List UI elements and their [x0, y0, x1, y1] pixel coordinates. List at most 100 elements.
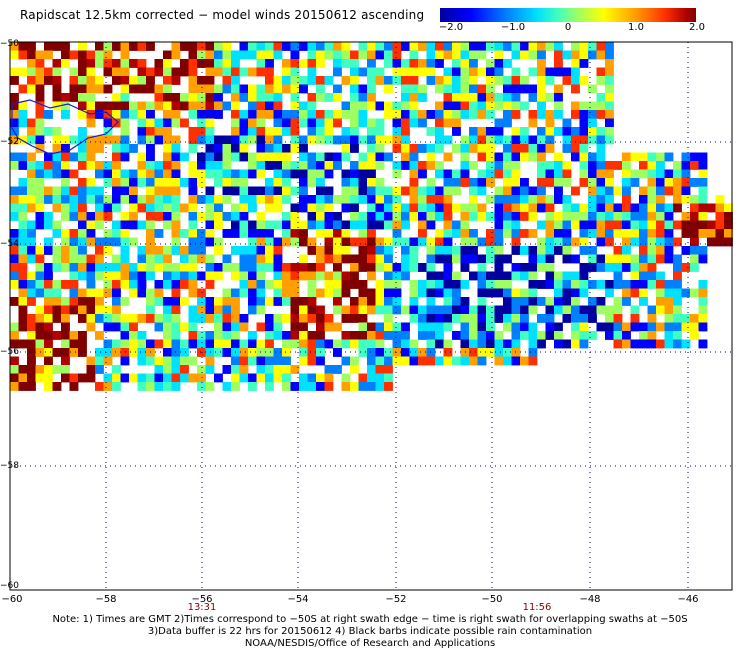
wind-cell — [426, 322, 436, 332]
wind-cell — [384, 365, 393, 374]
wind-cell — [384, 246, 393, 255]
wind-cell — [52, 331, 62, 340]
wind-cell — [698, 254, 708, 264]
wind-cell — [137, 152, 147, 162]
wind-cell — [384, 50, 393, 60]
wind-cell — [299, 144, 308, 153]
wind-cell — [324, 50, 334, 60]
wind-cell — [443, 314, 453, 323]
wind-cell — [10, 135, 19, 145]
wind-cell — [605, 118, 614, 128]
wind-cell — [469, 229, 478, 238]
wind-cell — [324, 203, 334, 213]
wind-cell — [316, 314, 325, 323]
wind-cell — [537, 263, 546, 272]
wind-cell — [112, 322, 121, 332]
wind-cell — [418, 59, 427, 68]
wind-cell — [528, 305, 538, 315]
wind-cell — [443, 288, 453, 298]
wind-cell — [231, 93, 240, 102]
wind-cell — [307, 382, 317, 391]
wind-cell — [494, 288, 504, 298]
wind-cell — [605, 76, 614, 85]
wind-cell — [231, 50, 240, 60]
wind-cell — [154, 118, 164, 128]
wind-cell — [639, 254, 648, 264]
wind-cell — [622, 178, 631, 187]
wind-cell — [239, 144, 249, 153]
wind-cell — [52, 76, 62, 85]
wind-cell — [61, 212, 70, 221]
wind-cell — [409, 178, 419, 187]
wind-cell — [341, 271, 351, 281]
wind-cell — [639, 237, 648, 247]
wind-cell — [197, 93, 206, 102]
wind-cell — [647, 271, 657, 281]
wind-cell — [435, 271, 444, 281]
wind-cell — [384, 203, 393, 213]
wind-cell — [95, 220, 104, 230]
wind-cell — [86, 144, 96, 153]
wind-cell — [86, 314, 96, 323]
wind-cell — [10, 110, 19, 119]
wind-cell — [154, 169, 164, 179]
wind-cell — [486, 237, 495, 247]
wind-cell — [78, 237, 87, 247]
wind-cell — [282, 152, 291, 162]
wind-cell — [392, 169, 402, 179]
wind-cell — [418, 84, 427, 94]
wind-cell — [163, 144, 172, 153]
wind-cell — [392, 127, 402, 136]
wind-cell — [146, 127, 155, 136]
wind-cell — [588, 42, 597, 51]
wind-cell — [350, 110, 359, 119]
wind-cell — [120, 263, 130, 272]
wind-cell — [154, 339, 164, 349]
wind-cell — [622, 288, 631, 298]
wind-cell — [545, 76, 555, 85]
wind-cell — [44, 169, 53, 179]
wind-cell — [571, 288, 580, 298]
wind-cell — [86, 297, 96, 306]
wind-cell — [384, 314, 393, 323]
wind-cell — [333, 271, 342, 281]
wind-cell — [418, 305, 427, 315]
wind-cell — [27, 67, 36, 77]
wind-cell — [409, 161, 419, 170]
wind-cell — [333, 229, 342, 238]
wind-cell — [299, 331, 308, 340]
wind-cell — [367, 348, 376, 357]
wind-cell — [214, 135, 223, 145]
wind-cell — [256, 152, 266, 162]
wind-cell — [307, 373, 317, 383]
wind-cell — [282, 339, 291, 349]
wind-cell — [367, 169, 376, 179]
wind-cell — [137, 246, 147, 255]
wind-cell — [409, 195, 419, 204]
wind-cell — [486, 195, 495, 204]
wind-cell — [248, 186, 257, 196]
wind-cell — [307, 67, 317, 77]
wind-cell — [27, 169, 36, 179]
wind-cell — [460, 331, 470, 340]
wind-cell — [698, 322, 708, 332]
wind-cell — [367, 382, 376, 391]
wind-cell — [248, 288, 257, 298]
wind-cell — [520, 144, 529, 153]
wind-cell — [214, 305, 223, 315]
wind-cell — [554, 339, 563, 349]
wind-cell — [188, 178, 198, 187]
wind-cell — [477, 305, 487, 315]
wind-cell — [188, 135, 198, 145]
wind-cell — [188, 76, 198, 85]
wind-cell — [78, 127, 87, 136]
wind-cell — [290, 50, 300, 60]
wind-cell — [27, 339, 36, 349]
wind-cell — [571, 331, 580, 340]
wind-cell — [511, 288, 521, 298]
wind-cell — [324, 229, 334, 238]
wind-cell — [562, 178, 572, 187]
wind-cell — [163, 254, 172, 264]
wind-cell — [307, 178, 317, 187]
wind-cell — [239, 212, 249, 221]
